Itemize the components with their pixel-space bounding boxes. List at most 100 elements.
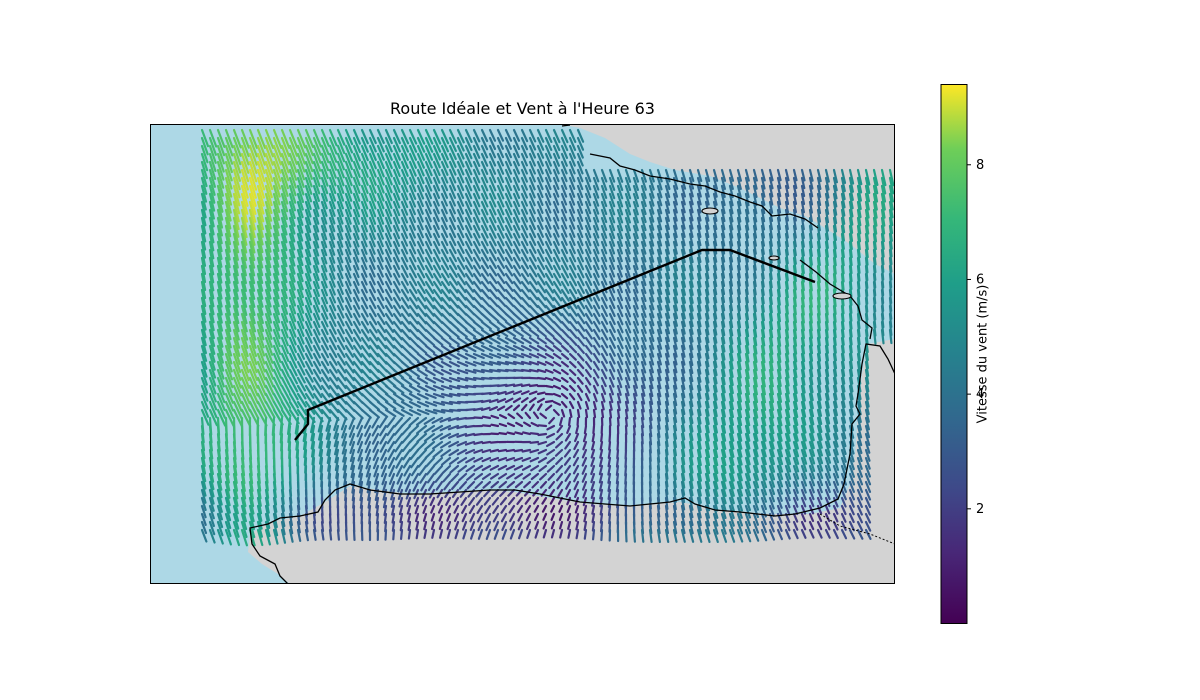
wind-arrow [505,456,516,462]
wind-arrow [440,232,449,247]
wind-arrow [728,312,734,329]
wind-arrow [208,160,217,181]
wind-arrow [496,398,507,404]
wind-arrow [392,216,401,232]
wind-arrow [224,400,235,420]
wind-arrow [240,128,250,149]
wind-arrow [440,216,448,231]
wind-arrow [416,136,426,153]
wind-arrow [696,360,702,375]
wind-arrow [591,504,596,515]
wind-arrow [516,504,524,514]
wind-arrow [720,304,726,320]
wind-arrow [720,432,727,450]
wind-arrow [688,512,694,527]
wind-arrow [584,240,592,255]
wind-arrow [464,344,477,353]
wind-arrow [400,136,410,153]
wind-arrow [304,288,313,306]
wind-arrow [584,216,592,231]
wind-arrow [424,144,434,161]
wind-arrow [464,280,475,293]
wind-arrow [224,160,233,182]
wind-arrow [216,352,225,372]
wind-arrow [696,256,702,272]
wind-arrow [357,448,364,462]
wind-arrow [704,312,710,328]
wind-arrow [768,464,776,481]
wind-arrow [760,352,766,372]
wind-arrow [264,320,273,340]
wind-arrow [840,376,846,393]
wind-arrow [784,432,791,450]
wind-arrow [240,352,250,374]
wind-arrow [208,272,215,292]
coastline-east [774,343,895,517]
wind-arrow [224,344,233,365]
wind-arrow [560,288,570,302]
wind-arrow [360,144,369,162]
wind-arrow [373,472,380,486]
wind-arrow [352,320,362,334]
wind-arrow [392,256,401,270]
wind-arrow [232,368,242,389]
wind-arrow [728,224,734,239]
wind-arrow [481,448,492,454]
wind-arrow [704,288,710,304]
wind-arrow [456,448,468,456]
wind-arrow [784,200,790,214]
wind-arrow [320,240,328,257]
wind-arrow [496,360,509,366]
wind-arrow [768,408,775,427]
wind-arrow [240,176,249,199]
wind-arrow [384,528,388,541]
wind-arrow [438,520,444,531]
wind-arrow [552,328,563,338]
wind-arrow [816,376,822,393]
wind-arrow [537,440,548,446]
wind-arrow [672,240,678,255]
wind-arrow [442,472,452,483]
wind-arrow [574,488,580,498]
wind-arrow [744,176,750,190]
wind-arrow [521,464,532,471]
wind-arrow [416,168,425,185]
wind-arrow [752,440,759,458]
wind-arrow [317,416,324,433]
wind-arrow [576,272,585,287]
wind-arrow [352,144,361,162]
wind-arrow [304,200,312,218]
wind-arrow [496,312,508,323]
wind-arrow [394,448,404,461]
wind-arrow [216,360,225,380]
wind-arrow [416,400,430,408]
wind-arrow [648,176,655,191]
wind-arrow [310,432,316,450]
wind-arrow [360,208,369,225]
wind-arrow [232,328,241,349]
wind-arrow [792,168,798,182]
wind-arrow [424,320,436,332]
wind-arrow [398,496,404,508]
wind-arrow [784,392,791,411]
wind-arrow [280,144,290,166]
wind-arrow [296,136,306,157]
wind-arrow [600,288,608,302]
wind-arrow [480,248,489,262]
wind-arrow [568,344,578,354]
wind-arrow [824,456,832,472]
wind-arrow [506,472,516,480]
wind-arrow [216,184,224,205]
wind-arrow [544,232,553,246]
wind-arrow [336,304,345,319]
wind-arrow [296,192,304,211]
wind-arrow [600,280,608,294]
wind-arrow [288,144,298,166]
wind-arrow [518,528,524,540]
wind-arrow [344,176,353,195]
wind-arrow [208,152,217,173]
wind-arrow [224,136,234,157]
wind-arrow [472,399,484,404]
wind-arrow [672,384,678,398]
wind-arrow [544,272,554,286]
